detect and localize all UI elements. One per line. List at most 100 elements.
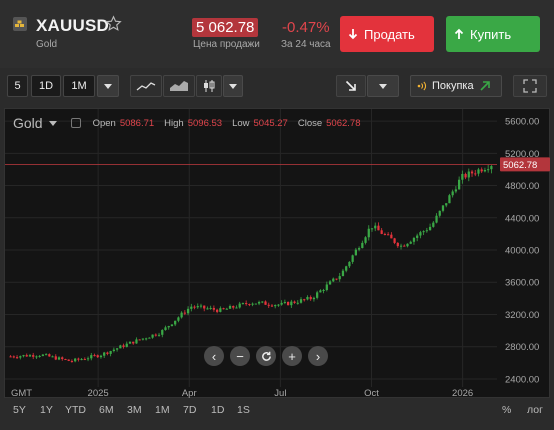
candle-body: [445, 203, 448, 206]
buy-button-label: Купить: [470, 26, 512, 42]
area-chart-type-button[interactable]: [163, 75, 195, 97]
candle-body: [77, 358, 80, 360]
reset-zoom-button[interactable]: [256, 346, 276, 366]
chevron-down-icon: [229, 83, 237, 89]
candle-body: [277, 304, 280, 306]
y-tick-label: 2800.00: [505, 342, 539, 353]
favorite-star-icon[interactable]: [105, 15, 122, 32]
candle-body: [215, 309, 219, 312]
candle-body: [86, 358, 90, 360]
candle-body: [406, 243, 409, 247]
candle-body: [286, 301, 290, 306]
candle-body: [212, 307, 216, 310]
candle-body: [183, 312, 186, 314]
candle-body: [354, 249, 357, 256]
buy-button[interactable]: Купить: [446, 16, 540, 52]
interval-1m-button[interactable]: 1M: [63, 75, 95, 97]
range-1d[interactable]: 1D: [211, 404, 225, 416]
candle-body: [9, 356, 12, 358]
sell-button-label: Продать: [364, 26, 415, 42]
candle-body: [74, 358, 77, 362]
candle-body: [238, 303, 241, 308]
candle-body: [361, 242, 364, 249]
settings-square-icon[interactable]: [70, 118, 81, 128]
candle-body: [357, 248, 361, 250]
scroll-right-button[interactable]: ›: [308, 346, 328, 366]
y-tick-label: 2400.00: [505, 374, 539, 385]
candle-body: [345, 266, 348, 271]
candle-body: [383, 233, 387, 235]
candlestick-chart-type-button[interactable]: [196, 75, 222, 97]
candle-body: [403, 245, 406, 247]
zoom-in-button[interactable]: +: [282, 346, 302, 366]
chevron-down-icon[interactable]: [48, 120, 57, 126]
area-chart-icon: [170, 81, 188, 91]
candle-body: [141, 338, 145, 340]
candle-body: [332, 278, 335, 282]
range-selector: 5Y 1Y YTD 6M 3M 1M 7D 1D 1S % лог: [0, 400, 554, 422]
candle-body: [61, 357, 64, 360]
candle-body: [425, 230, 428, 232]
range-3m[interactable]: 3M: [127, 404, 142, 416]
x-tick-label: Oct: [364, 388, 379, 399]
range-7d[interactable]: 7D: [183, 404, 197, 416]
y-tick-label: 4800.00: [505, 181, 539, 192]
candle-body: [451, 191, 454, 196]
price-chart[interactable]: 5600.00 5200.00 4800.00 4400.00 4000.00 3600.…: [4, 108, 550, 399]
candle-body: [309, 297, 312, 300]
candle-body: [209, 307, 212, 309]
candle-body: [351, 255, 354, 262]
candle-body: [57, 357, 61, 360]
candle-body: [19, 356, 22, 358]
candle-body: [416, 235, 419, 238]
drawing-tool-button[interactable]: [336, 75, 366, 97]
candle-body: [319, 290, 322, 293]
line-chart-type-button[interactable]: [130, 75, 162, 97]
interval-1d-button[interactable]: 1D: [31, 75, 61, 97]
drawing-tool-dropdown[interactable]: [367, 75, 399, 97]
candle-body: [409, 241, 412, 244]
log-scale-toggle[interactable]: лог: [527, 404, 543, 416]
interval-dropdown[interactable]: [97, 75, 119, 97]
scroll-left-button[interactable]: ‹: [204, 346, 224, 366]
sell-button[interactable]: Продать: [340, 16, 434, 52]
chart-type-dropdown[interactable]: [223, 75, 243, 97]
candle-body: [128, 341, 132, 344]
candle-body: [387, 234, 390, 236]
range-5y[interactable]: 5Y: [13, 404, 26, 416]
candle-body: [441, 205, 445, 211]
range-ytd[interactable]: YTD: [65, 404, 86, 416]
candle-body: [48, 354, 51, 357]
x-tick-label: 2026: [452, 388, 473, 399]
candle-body: [67, 359, 70, 361]
candle-body: [467, 171, 470, 178]
zoom-out-button[interactable]: −: [230, 346, 250, 366]
candle-body: [267, 304, 270, 306]
chart-canvas: 5600.00 5200.00 4800.00 4400.00 4000.00 3600.…: [5, 109, 550, 399]
y-tick-label: 3200.00: [505, 310, 539, 321]
expand-icon: [523, 79, 537, 93]
percent-scale-toggle[interactable]: %: [502, 404, 512, 416]
arrow-up-icon: [454, 28, 464, 39]
candle-body: [38, 355, 41, 357]
candle-body: [374, 225, 377, 229]
range-1s[interactable]: 1S: [237, 404, 250, 416]
range-6m[interactable]: 6M: [99, 404, 114, 416]
candle-body: [177, 317, 180, 321]
range-1y[interactable]: 1Y: [40, 404, 53, 416]
candle-body: [232, 305, 235, 308]
candle-body: [490, 166, 493, 170]
candle-body: [390, 234, 393, 239]
candle-body: [115, 348, 119, 350]
candle-body: [154, 334, 157, 336]
candle-body: [157, 334, 161, 336]
candle-body: [190, 306, 193, 309]
arrow-down-icon: [348, 29, 358, 40]
range-1m[interactable]: 1M: [155, 404, 170, 416]
interval-5-button[interactable]: 5: [7, 75, 28, 97]
fullscreen-button[interactable]: [513, 75, 547, 97]
candle-body: [428, 226, 432, 231]
timezone-label: GMT: [11, 388, 32, 399]
candle-body: [32, 355, 35, 357]
order-side-button[interactable]: Покупка: [410, 75, 502, 97]
